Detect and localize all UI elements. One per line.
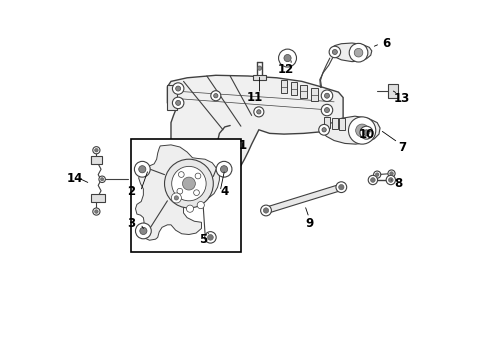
Polygon shape: [135, 145, 219, 240]
Circle shape: [332, 49, 337, 54]
Circle shape: [335, 182, 346, 193]
Circle shape: [389, 172, 392, 175]
Polygon shape: [329, 43, 371, 62]
Circle shape: [94, 210, 98, 213]
Text: 3: 3: [127, 217, 135, 230]
Circle shape: [359, 126, 372, 139]
Bar: [387, 84, 397, 98]
Circle shape: [93, 147, 100, 154]
Text: 14: 14: [67, 172, 83, 185]
Circle shape: [94, 148, 98, 152]
Text: 8: 8: [394, 177, 402, 190]
Circle shape: [348, 117, 375, 144]
Circle shape: [172, 97, 183, 109]
Circle shape: [253, 107, 264, 117]
Circle shape: [175, 86, 180, 91]
Bar: [167, 85, 177, 110]
Bar: [300, 85, 306, 98]
Circle shape: [93, 208, 100, 215]
Bar: [331, 118, 337, 129]
Bar: [339, 118, 344, 130]
Circle shape: [321, 104, 332, 116]
Circle shape: [348, 43, 367, 62]
Bar: [280, 80, 286, 93]
Circle shape: [321, 90, 332, 102]
Text: 11: 11: [246, 91, 263, 104]
Circle shape: [172, 83, 183, 94]
Circle shape: [135, 223, 151, 239]
Circle shape: [263, 208, 268, 213]
Circle shape: [318, 125, 329, 135]
Polygon shape: [264, 184, 342, 213]
Text: 12: 12: [277, 63, 293, 76]
Circle shape: [171, 166, 206, 201]
Circle shape: [207, 234, 213, 240]
Circle shape: [338, 184, 344, 190]
Circle shape: [367, 175, 377, 185]
Circle shape: [171, 193, 181, 203]
Circle shape: [353, 48, 362, 57]
Circle shape: [328, 46, 340, 58]
Circle shape: [387, 170, 394, 177]
Circle shape: [321, 128, 325, 132]
Circle shape: [99, 176, 105, 183]
Text: 4: 4: [220, 185, 228, 198]
Bar: [131, 139, 241, 252]
Circle shape: [193, 190, 199, 195]
Circle shape: [278, 49, 296, 67]
Text: 2: 2: [127, 185, 135, 198]
Circle shape: [177, 188, 183, 194]
Circle shape: [204, 231, 216, 243]
Circle shape: [257, 66, 261, 70]
Text: 10: 10: [358, 127, 374, 141]
Text: 9: 9: [305, 216, 312, 230]
Bar: [253, 75, 265, 80]
Circle shape: [139, 166, 145, 173]
Text: 13: 13: [393, 92, 409, 105]
Text: 6: 6: [381, 37, 389, 50]
Circle shape: [197, 202, 204, 209]
Bar: [310, 88, 317, 101]
Circle shape: [324, 93, 329, 98]
Circle shape: [210, 91, 221, 101]
Circle shape: [175, 100, 180, 105]
Circle shape: [174, 196, 178, 200]
Text: 1: 1: [238, 139, 246, 152]
Circle shape: [216, 161, 231, 177]
Circle shape: [386, 175, 395, 185]
Circle shape: [195, 173, 201, 179]
Circle shape: [186, 205, 193, 212]
Circle shape: [355, 124, 368, 137]
Bar: [324, 117, 329, 129]
Circle shape: [178, 172, 184, 177]
Polygon shape: [322, 116, 379, 144]
Circle shape: [220, 166, 227, 173]
Circle shape: [260, 205, 271, 216]
Text: 5: 5: [199, 233, 207, 246]
Circle shape: [284, 54, 290, 62]
Circle shape: [134, 161, 150, 177]
Circle shape: [370, 178, 374, 182]
Circle shape: [101, 178, 103, 181]
Circle shape: [164, 159, 213, 208]
Circle shape: [373, 171, 380, 178]
Text: 7: 7: [397, 141, 406, 154]
Circle shape: [182, 177, 195, 190]
Circle shape: [324, 108, 329, 113]
Bar: [91, 156, 102, 164]
Circle shape: [213, 94, 218, 98]
Circle shape: [363, 130, 368, 135]
Circle shape: [140, 227, 147, 234]
Circle shape: [375, 173, 378, 176]
Polygon shape: [167, 75, 343, 173]
Bar: [290, 82, 297, 95]
Bar: [91, 194, 104, 202]
Circle shape: [387, 178, 392, 182]
Circle shape: [256, 110, 261, 114]
